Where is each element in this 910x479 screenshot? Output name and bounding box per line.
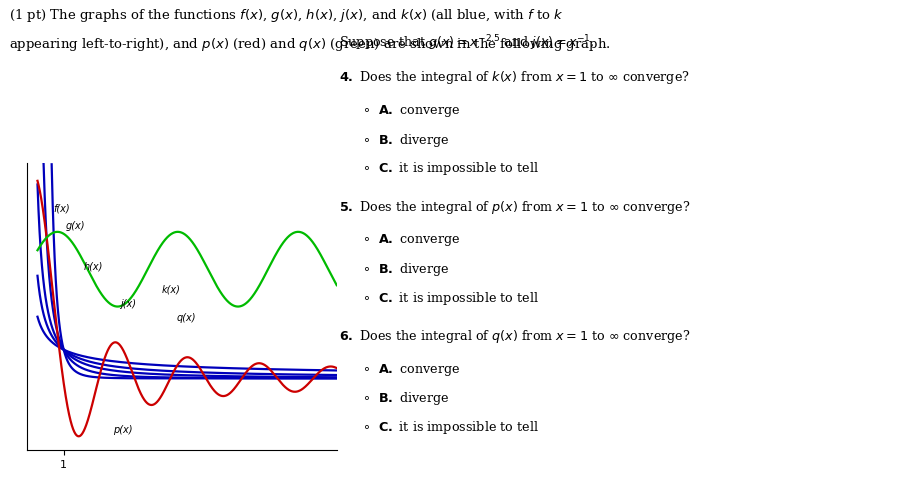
Text: $\circ$  $\mathbf{B.}$ diverge: $\circ$ $\mathbf{B.}$ diverge — [362, 390, 450, 407]
Text: $\circ$  $\mathbf{C.}$ it is impossible to tell: $\circ$ $\mathbf{C.}$ it is impossible t… — [362, 290, 540, 307]
Text: $\mathbf{6.}$ Does the integral of $q(x)$ from $x = 1$ to $\infty$ converge?: $\mathbf{6.}$ Does the integral of $q(x)… — [339, 328, 691, 345]
Text: appearing left-to-right), and $p(x)$ (red) and $q(x)$ (green) are shown in the f: appearing left-to-right), and $p(x)$ (re… — [9, 36, 611, 53]
Text: $\mathbf{4.}$ Does the integral of $k(x)$ from $x = 1$ to $\infty$ converge?: $\mathbf{4.}$ Does the integral of $k(x)… — [339, 69, 691, 86]
Text: (1 pt) The graphs of the functions $f(x)$, $g(x)$, $h(x)$, $j(x)$, and $k(x)$ (a: (1 pt) The graphs of the functions $f(x)… — [9, 7, 564, 24]
Text: $\mathbf{5.}$ Does the integral of $p(x)$ from $x = 1$ to $\infty$ converge?: $\mathbf{5.}$ Does the integral of $p(x)… — [339, 199, 691, 216]
Text: p(x): p(x) — [113, 425, 132, 435]
Text: $\circ$  $\mathbf{A.}$ converge: $\circ$ $\mathbf{A.}$ converge — [362, 103, 460, 119]
Text: $\circ$  $\mathbf{B.}$ diverge: $\circ$ $\mathbf{B.}$ diverge — [362, 132, 450, 148]
Text: g(x): g(x) — [66, 221, 85, 231]
Text: f(x): f(x) — [54, 204, 70, 214]
Text: $\circ$  $\mathbf{C.}$ it is impossible to tell: $\circ$ $\mathbf{C.}$ it is impossible t… — [362, 160, 540, 177]
Text: $\circ$  $\mathbf{C.}$ it is impossible to tell: $\circ$ $\mathbf{C.}$ it is impossible t… — [362, 419, 540, 436]
Text: q(x): q(x) — [177, 313, 196, 323]
Text: j(x): j(x) — [120, 298, 136, 308]
Text: k(x): k(x) — [162, 284, 181, 294]
Text: $\circ$  $\mathbf{A.}$ converge: $\circ$ $\mathbf{A.}$ converge — [362, 232, 460, 248]
Text: h(x): h(x) — [84, 261, 103, 271]
Text: $\circ$  $\mathbf{B.}$ diverge: $\circ$ $\mathbf{B.}$ diverge — [362, 261, 450, 278]
Text: $\circ$  $\mathbf{A.}$ converge: $\circ$ $\mathbf{A.}$ converge — [362, 362, 460, 377]
Text: Suppose that $g(x) = x^{-2.5}$ and $j(x) = x^{-1}$.: Suppose that $g(x) = x^{-2.5}$ and $j(x)… — [339, 34, 595, 53]
